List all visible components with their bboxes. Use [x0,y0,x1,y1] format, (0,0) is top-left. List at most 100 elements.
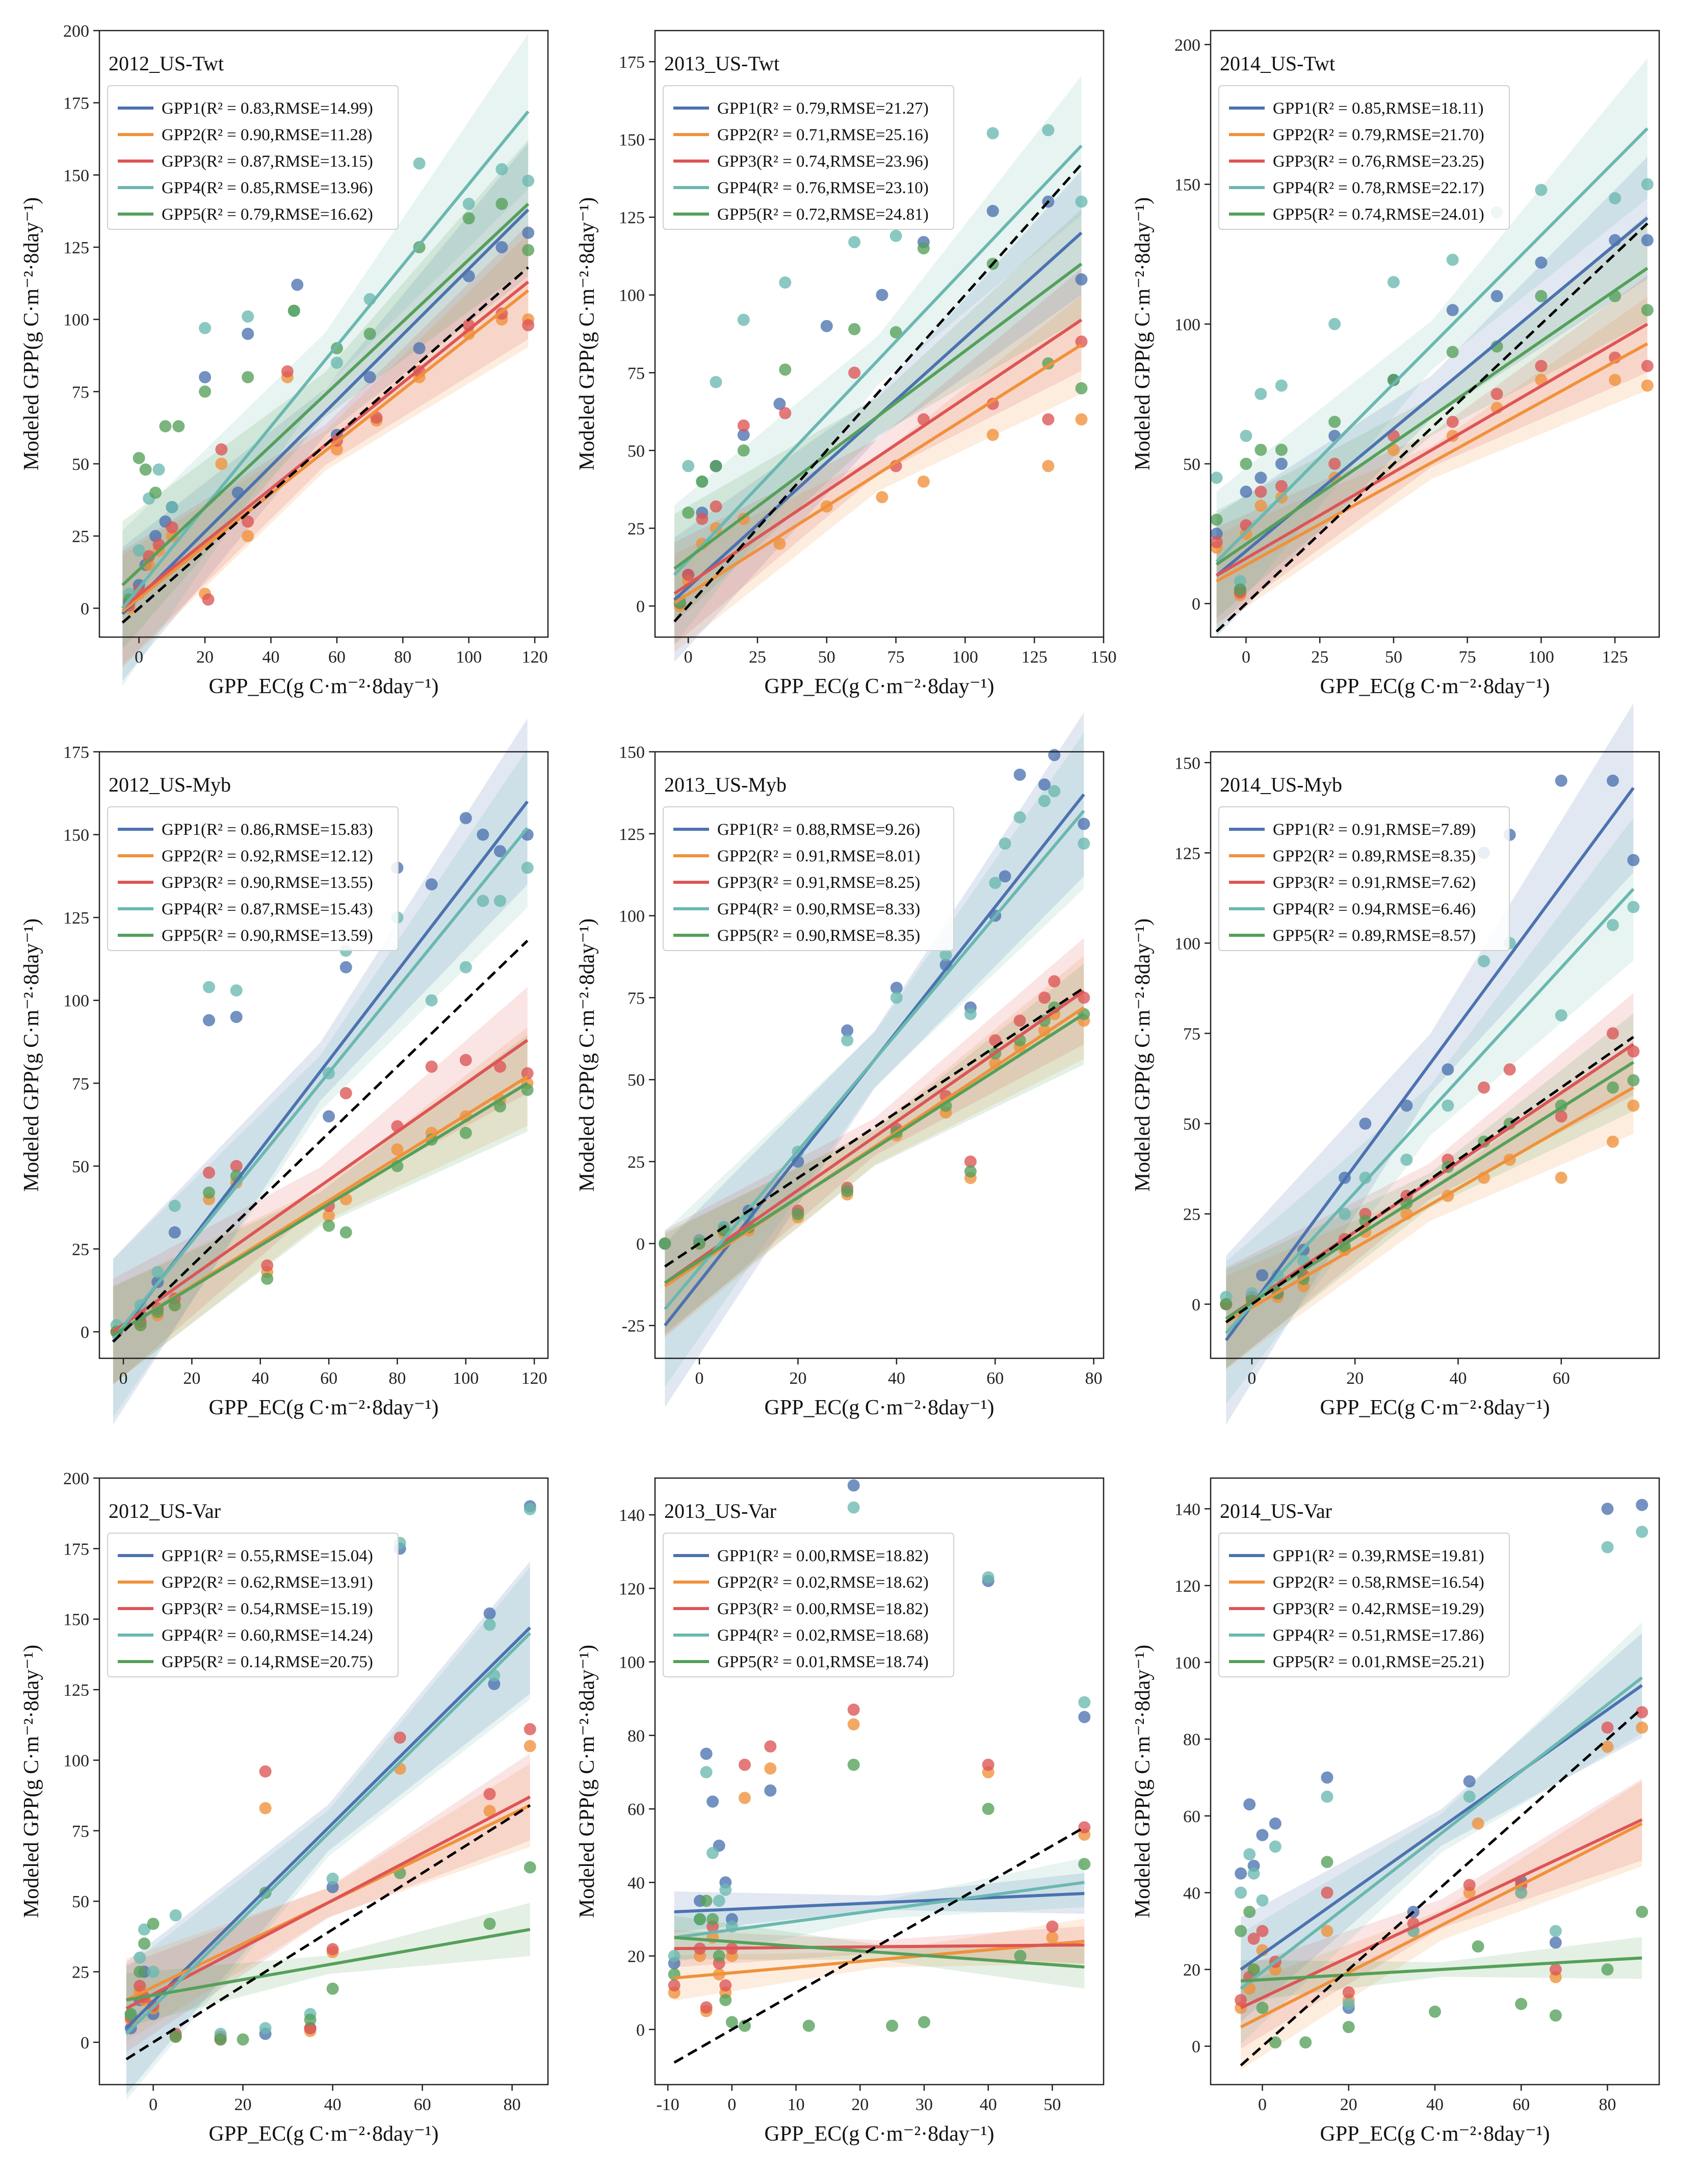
data-point-gpp4 [495,163,508,175]
data-point-gpp4 [203,981,215,993]
data-point-gpp5 [1243,1906,1256,1918]
data-point-gpp4 [1269,1840,1281,1853]
y-axis-label: Modeled GPP(g C·m⁻²·8day⁻¹) [20,918,43,1192]
fit-line-gpp4 [1215,127,1648,563]
plot-area: 0 25 50 75 100 125 0 50 100 150 200 GPP_EC(g C·m⁻²·… [1131,30,1660,698]
y-tick-label: 0 [1192,1296,1200,1314]
x-tick-label: 80 [394,648,411,667]
chart-panel: -10 0 10 20 30 40 50 0 20 40 60 80 100 120 140 GPP_EC(g… [566,1470,1132,2184]
data-point-gpp5 [261,1272,274,1285]
chart-title: 2014_US-Var [1220,1499,1332,1522]
data-point-gpp5 [1247,1963,1260,1976]
data-point-gpp5 [168,1299,181,1311]
fit-line-gpp3 [674,1943,1085,1951]
data-point-gpp1 [737,429,750,441]
x-tick-label: -10 [656,2095,679,2114]
data-point-gpp2 [773,537,786,550]
data-point-gpp4 [719,1883,732,1896]
fit-line-gpp2 [674,1939,1085,1980]
data-point-gpp5 [326,1982,339,1995]
y-tick-label: 50 [627,442,645,461]
plot-area: -10 0 10 20 30 40 50 0 20 40 60 80 100 120 140 GPP_EC(g… [575,1477,1105,2146]
data-point-gpp2 [215,458,228,470]
legend-entry-gpp5: GPP5(R² = 0.74,RMSE=24.01) [1273,205,1484,224]
legend-entry-gpp5: GPP5(R² = 0.14,RMSE=20.75) [162,1653,373,1671]
data-point-gpp3 [848,366,861,379]
x-tick-label: 60 [320,1369,337,1388]
data-point-gpp2 [1254,499,1267,512]
data-point-gpp4 [1042,124,1055,137]
legend-entry-gpp4: GPP4(R² = 0.78,RMSE=22.17) [1273,179,1484,197]
x-tick-label: 80 [1599,2095,1616,2114]
x-tick-label: 30 [915,2095,933,2114]
data-point-gpp1 [488,1678,501,1690]
data-point-gpp4 [326,1873,339,1885]
legend-entry-gpp1: GPP1(R² = 0.00,RMSE=18.82) [717,1547,929,1565]
data-point-gpp3 [1503,1063,1516,1076]
data-point-gpp5 [802,2019,815,2032]
data-point-gpp3 [1048,975,1061,988]
legend-entry-gpp2: GPP2(R² = 0.79,RMSE=21.70) [1273,126,1484,144]
data-point-gpp5 [918,2016,930,2029]
x-axis-label: GPP_EC(g C·m⁻²·8day⁻¹) [208,2122,438,2146]
data-point-gpp3 [1042,413,1055,426]
legend-entry-gpp4: GPP4(R² = 0.94,RMSE=6.46) [1273,900,1476,918]
data-point-gpp3 [1446,415,1459,428]
y-tick-label: 25 [627,1153,645,1172]
fit-line-gpp1 [1224,787,1635,1341]
plot-frame [98,1477,549,2086]
y-tick-label: 200 [1174,36,1200,55]
data-point-gpp5 [172,420,185,433]
y-tick-label: 200 [63,22,89,41]
data-point-gpp3 [425,1060,438,1073]
data-point-gpp1 [841,1024,854,1037]
x-tick-label: 20 [196,648,214,667]
data-point-gpp2 [1046,1931,1059,1944]
data-point-gpp2 [917,475,930,488]
x-tick-label: 40 [980,2095,997,2114]
data-point-gpp1 [1240,485,1252,498]
plot-frame [98,751,549,1359]
data-point-gpp5 [1235,1925,1247,1937]
data-point-gpp1 [1038,778,1051,791]
x-tick-label: 40 [1450,1369,1467,1388]
x-tick-label: 150 [1091,648,1117,667]
fit-line-gpp4 [1240,1676,1643,1990]
fit-line-gpp5 [1241,1956,1642,1983]
data-point-gpp3 [494,1060,506,1073]
data-point-gpp5 [1601,1963,1614,1976]
data-point-gpp2 [1555,1171,1567,1184]
data-point-gpp5 [847,1758,860,1771]
data-point-gpp5 [339,1226,352,1239]
y-tick-label: 140 [619,1506,645,1525]
data-point-gpp5 [1299,2036,1312,2049]
data-point-gpp1 [1078,1711,1091,1723]
y-tick-label: 175 [63,1540,89,1559]
data-point-gpp5 [739,2019,751,2032]
data-point-gpp4 [138,1923,150,1936]
y-tick-label: 40 [627,1874,645,1892]
data-point-gpp4 [147,1965,160,1978]
legend-entry-gpp1: GPP1(R² = 0.83,RMSE=14.99) [162,99,373,118]
data-point-gpp4 [889,229,902,242]
data-point-gpp4 [1607,919,1619,931]
y-tick-label: 175 [619,53,645,72]
data-point-gpp4 [1400,1153,1413,1166]
data-point-gpp3 [1254,485,1267,498]
data-point-gpp2 [323,1209,335,1222]
legend-entry-gpp1: GPP1(R² = 0.88,RMSE=9.26) [717,821,920,839]
data-point-gpp1 [522,226,535,239]
data-point-gpp3 [1275,480,1288,492]
y-tick-label: 75 [627,989,645,1008]
data-point-gpp4 [1515,1886,1528,1899]
legend-entry-gpp1: GPP1(R² = 0.91,RMSE=7.89) [1273,821,1476,839]
data-point-gpp1 [1075,273,1088,286]
x-tick-label: 50 [1043,2095,1061,2114]
data-point-gpp4 [1240,430,1252,442]
data-point-gpp5 [779,363,792,376]
data-point-gpp4 [1243,1848,1256,1861]
x-tick-label: 80 [388,1369,406,1388]
data-point-gpp2 [242,530,254,542]
data-point-gpp4 [982,1571,995,1584]
data-point-gpp3 [326,1943,339,1956]
